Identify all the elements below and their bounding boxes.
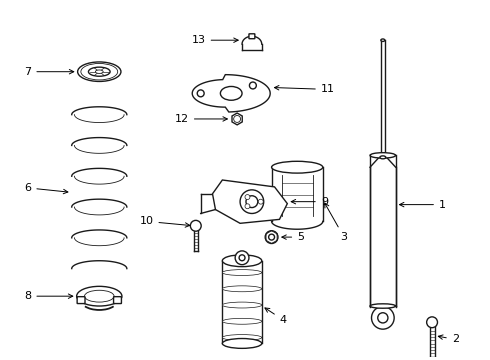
Ellipse shape [222,302,262,308]
FancyBboxPatch shape [114,297,122,303]
Circle shape [234,116,241,122]
Text: 12: 12 [175,114,227,124]
Circle shape [239,255,245,261]
Circle shape [371,306,394,329]
Circle shape [246,196,258,208]
Ellipse shape [222,334,262,341]
Text: 4: 4 [265,308,287,325]
Ellipse shape [380,156,386,159]
Ellipse shape [222,286,262,292]
Circle shape [235,251,249,265]
Circle shape [240,190,264,213]
Ellipse shape [370,304,395,308]
Circle shape [249,82,256,89]
Circle shape [427,317,438,328]
Ellipse shape [220,86,242,100]
Circle shape [190,220,201,231]
Ellipse shape [77,62,121,81]
Polygon shape [192,75,270,112]
Ellipse shape [222,338,262,348]
FancyBboxPatch shape [77,297,85,303]
Text: 3: 3 [325,203,347,242]
Text: 10: 10 [140,216,190,227]
Circle shape [245,195,250,199]
Ellipse shape [370,153,395,158]
Text: 1: 1 [399,199,446,210]
Ellipse shape [222,255,262,267]
Text: 9: 9 [291,197,328,207]
Ellipse shape [84,290,114,302]
Text: 11: 11 [274,84,335,94]
Text: 13: 13 [192,35,238,45]
Ellipse shape [89,67,110,76]
Circle shape [197,90,204,97]
Ellipse shape [222,318,262,324]
Circle shape [258,199,263,204]
Circle shape [378,313,388,323]
Ellipse shape [271,161,323,173]
Ellipse shape [222,270,262,275]
Text: 2: 2 [439,334,459,345]
Circle shape [269,234,274,240]
Circle shape [265,231,278,243]
Ellipse shape [381,39,385,41]
Text: 5: 5 [282,232,304,242]
Text: 7: 7 [24,67,74,77]
Ellipse shape [96,70,103,73]
Polygon shape [232,113,242,125]
Text: 6: 6 [24,183,68,194]
Circle shape [245,204,250,209]
Ellipse shape [76,286,122,306]
FancyBboxPatch shape [249,34,255,39]
Polygon shape [213,180,287,223]
Text: 8: 8 [24,291,73,301]
